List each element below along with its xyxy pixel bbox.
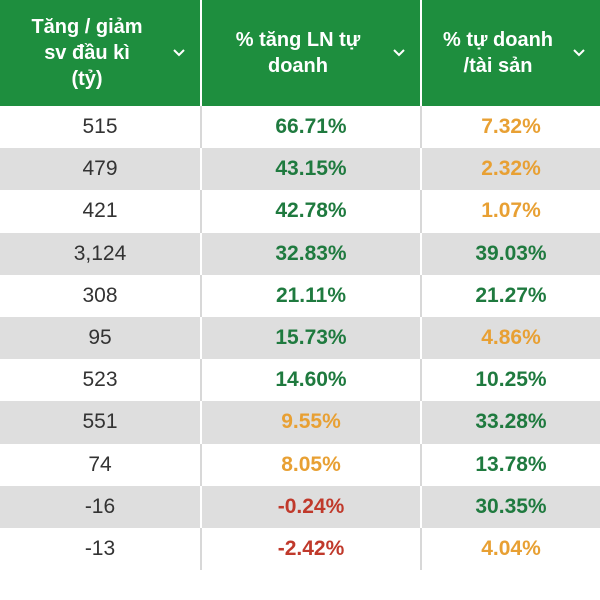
cell-profit-growth: 66.71% [200,106,420,149]
cell-profit-growth: 42.78% [200,190,420,233]
cell-change: -16 [84,494,116,518]
cell-ratio: 1.07% [420,190,600,233]
column-header-label: % tự doanh /tài sản [442,29,554,77]
table-row: 515 66.71% 7.32% [0,106,600,149]
table-row: -13 -2.42% 4.04% [0,527,600,571]
cell-change: 523 [82,368,118,392]
cell-ratio: 39.03% [420,232,600,275]
cell-ratio: 4.04% [420,527,600,571]
cell-profit-growth: -0.24% [200,485,420,528]
table-row: 95 15.73% 4.86% [0,316,600,360]
table-header: Tăng / giảm sv đầu kì (tỷ) % tăng LN tự … [0,0,600,106]
cell-ratio: 33.28% [420,401,600,444]
cell-profit-growth: 14.60% [200,359,420,402]
cell-profit-growth: 43.15% [200,148,420,191]
chevron-down-icon[interactable] [392,48,406,58]
cell-change: 3,124 [73,241,127,265]
table-row: 3,124 32.83% 39.03% [0,232,600,275]
cell-ratio: 7.32% [420,106,600,149]
cell-profit-growth: 9.55% [200,401,420,444]
cell-ratio: 13.78% [420,443,600,486]
table-body: 515 66.71% 7.32% 479 43.15% 2.32% 421 42… [0,106,600,571]
table-row: 551 9.55% 33.28% [0,401,600,444]
cell-ratio: 21.27% [420,274,600,317]
cell-change: 479 [82,157,118,181]
column-header-label: % tăng LN tự doanh [235,29,361,77]
table-row: 523 14.60% 10.25% [0,359,600,402]
cell-ratio: 30.35% [420,485,600,528]
cell-profit-growth: -2.42% [200,527,420,571]
cell-profit-growth: 32.83% [200,232,420,275]
cell-ratio: 2.32% [420,148,600,191]
cell-ratio: 10.25% [420,359,600,402]
column-header-change[interactable]: Tăng / giảm sv đầu kì (tỷ) [0,0,200,106]
cell-change: -13 [84,536,116,560]
table-row: 308 21.11% 21.27% [0,274,600,317]
chevron-down-icon[interactable] [172,48,186,58]
cell-ratio: 4.86% [420,316,600,360]
cell-profit-growth: 21.11% [200,274,420,317]
chevron-down-icon[interactable] [572,48,586,58]
cell-change: 308 [82,283,118,307]
table-row: -16 -0.24% 30.35% [0,485,600,528]
table-row: 74 8.05% 13.78% [0,443,600,486]
cell-change: 74 [88,452,112,476]
cell-profit-growth: 8.05% [200,443,420,486]
column-header-ratio[interactable]: % tự doanh /tài sản [420,0,600,106]
table-row: 479 43.15% 2.32% [0,148,600,191]
column-header-label: Tăng / giảm sv đầu kì (tỷ) [31,16,143,90]
cell-profit-growth: 15.73% [200,316,420,360]
cell-change: 421 [82,199,118,223]
column-header-profit-growth[interactable]: % tăng LN tự doanh [200,0,420,106]
table-row: 421 42.78% 1.07% [0,190,600,233]
cell-change: 515 [82,115,118,139]
cell-change: 551 [82,410,118,434]
cell-change: 95 [88,326,112,350]
